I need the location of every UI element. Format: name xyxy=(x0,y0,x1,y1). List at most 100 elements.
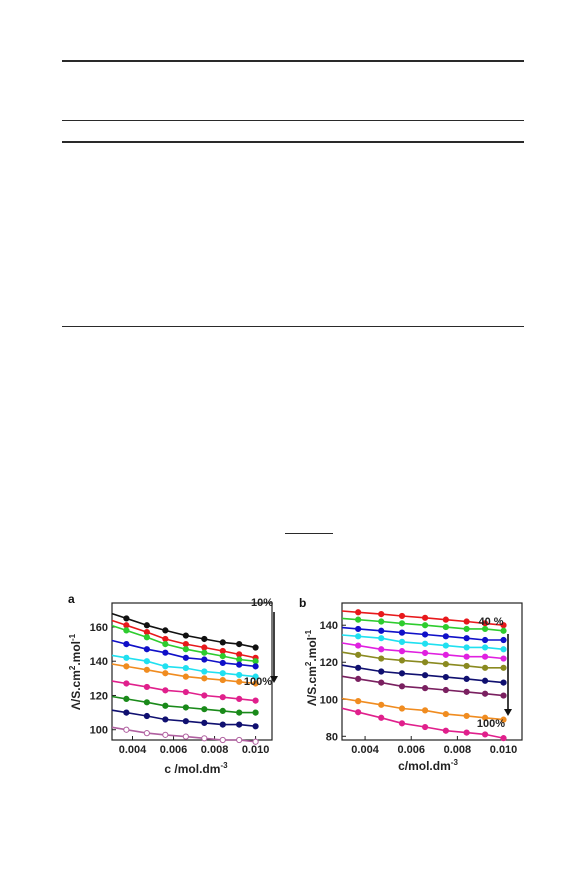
annotation-bottom: 100% xyxy=(244,676,272,688)
data-point xyxy=(442,710,449,718)
data-point xyxy=(398,638,406,645)
data-point xyxy=(219,647,226,655)
data-point xyxy=(162,731,169,738)
data-point xyxy=(219,736,226,744)
data-point xyxy=(162,702,169,709)
data-point xyxy=(252,738,259,745)
x-axis-label: c/mol.dm-3 xyxy=(398,758,458,773)
data-point xyxy=(143,622,150,629)
data-point xyxy=(481,731,489,738)
data-point xyxy=(219,639,226,646)
data-point xyxy=(123,627,130,634)
data-point xyxy=(355,698,362,705)
data-point xyxy=(421,640,429,647)
data-point xyxy=(182,673,189,680)
data-point xyxy=(236,736,243,744)
data-point xyxy=(378,635,385,642)
annotation-top: 40 % xyxy=(478,616,503,628)
data-point xyxy=(236,671,243,679)
x-tick-label: 0.008 xyxy=(444,744,472,756)
data-point xyxy=(123,709,130,716)
data-point xyxy=(442,673,449,681)
data-point xyxy=(252,663,259,670)
x-axis-label: c /mol.dm-3 xyxy=(164,761,228,776)
y-tick-label: 100 xyxy=(90,725,108,737)
y-tick-label: 80 xyxy=(326,731,338,743)
data-point xyxy=(398,612,406,620)
data-point xyxy=(378,611,385,618)
data-point xyxy=(481,714,489,721)
data-point xyxy=(442,686,449,694)
data-point xyxy=(421,631,429,638)
data-point xyxy=(398,629,406,636)
data-point xyxy=(143,666,150,673)
data-point xyxy=(442,727,449,734)
trend-arrow-head xyxy=(270,676,278,683)
data-point xyxy=(236,641,243,648)
data-point xyxy=(378,679,385,686)
data-point xyxy=(463,635,470,642)
data-point xyxy=(201,692,208,699)
data-point xyxy=(500,679,507,686)
data-point xyxy=(500,692,507,699)
data-point xyxy=(252,658,259,665)
data-point xyxy=(378,627,385,634)
data-point xyxy=(378,618,385,625)
data-point xyxy=(162,627,169,634)
data-point xyxy=(463,675,470,683)
data-point xyxy=(236,651,243,658)
data-point xyxy=(463,662,470,670)
data-point xyxy=(252,697,259,704)
data-point xyxy=(355,616,362,623)
table-bottom-rule xyxy=(62,326,524,327)
table-header-rule xyxy=(62,120,524,121)
data-point xyxy=(123,726,130,733)
data-point xyxy=(481,636,489,644)
data-point xyxy=(421,672,429,679)
data-point xyxy=(442,633,449,640)
data-point xyxy=(143,646,150,653)
data-point xyxy=(421,659,429,666)
data-point xyxy=(201,656,208,663)
data-point xyxy=(201,644,208,651)
data-point xyxy=(236,721,243,728)
data-point xyxy=(201,735,208,742)
data-point xyxy=(463,618,470,625)
series-line xyxy=(341,675,504,697)
x-tick-label: 0.006 xyxy=(160,744,188,756)
data-point xyxy=(355,609,362,616)
data-point xyxy=(219,676,226,684)
y-tick-label: 120 xyxy=(320,657,338,669)
data-point xyxy=(398,670,406,677)
data-point xyxy=(162,687,169,694)
x-tick-label: 0.010 xyxy=(242,744,270,756)
data-point xyxy=(378,714,385,721)
table-top-rule xyxy=(62,60,524,62)
data-point xyxy=(481,644,489,651)
trend-arrow-head xyxy=(504,709,512,716)
data-point xyxy=(500,627,507,634)
annotation-bottom: 100% xyxy=(477,718,505,730)
data-point xyxy=(442,616,449,623)
data-point xyxy=(442,623,449,631)
data-point xyxy=(143,658,150,665)
data-point xyxy=(398,683,406,690)
data-point xyxy=(252,680,259,687)
x-tick-label: 0.010 xyxy=(490,744,518,756)
data-point xyxy=(500,664,507,671)
data-point xyxy=(378,668,385,675)
data-point xyxy=(123,654,130,661)
y-axis-label: Λ/S.cm2.mol-1 xyxy=(68,633,83,710)
plot-frame xyxy=(341,602,523,741)
y-tick-label: 140 xyxy=(90,656,108,668)
data-point xyxy=(143,730,150,737)
data-point xyxy=(123,641,130,648)
data-point xyxy=(398,720,406,727)
annotation-top: 10% xyxy=(251,597,273,609)
data-point xyxy=(143,629,150,636)
data-point xyxy=(236,709,243,716)
data-point xyxy=(182,632,189,639)
data-point xyxy=(236,656,243,663)
data-point xyxy=(378,701,385,708)
panel-label: b xyxy=(299,596,306,610)
